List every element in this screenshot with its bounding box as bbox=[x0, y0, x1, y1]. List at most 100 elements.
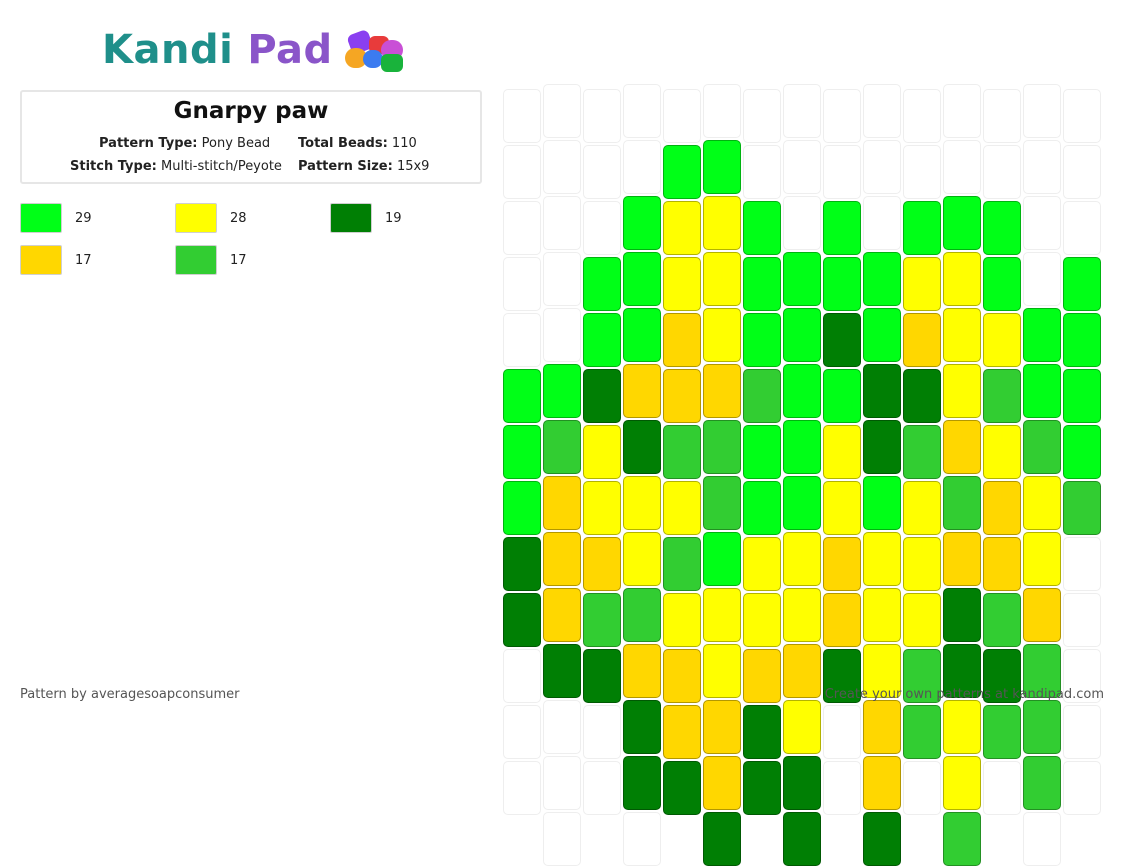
bead bbox=[543, 420, 581, 474]
bead bbox=[503, 481, 541, 535]
bead bbox=[943, 532, 981, 586]
bead bbox=[943, 364, 981, 418]
stitch-type: Stitch Type: Multi-stitch/Peyote bbox=[70, 159, 282, 174]
pattern-type-value: Pony Bead bbox=[201, 136, 271, 151]
bead bbox=[823, 649, 861, 703]
bead bbox=[583, 649, 621, 703]
empty-bead-slot bbox=[743, 89, 781, 143]
bead-count: 29 bbox=[75, 210, 92, 226]
bead bbox=[783, 532, 821, 586]
color-swatch bbox=[175, 203, 217, 233]
bead bbox=[543, 532, 581, 586]
empty-bead-slot bbox=[503, 649, 541, 703]
bead bbox=[903, 649, 941, 703]
bead bbox=[943, 420, 981, 474]
bead bbox=[623, 588, 661, 642]
bead bbox=[863, 588, 901, 642]
empty-bead-slot bbox=[983, 145, 1021, 199]
empty-bead-slot bbox=[1023, 252, 1061, 306]
bead bbox=[943, 700, 981, 754]
bead bbox=[903, 425, 941, 479]
bead bbox=[1063, 481, 1101, 535]
empty-bead-slot bbox=[543, 812, 581, 866]
bead bbox=[903, 481, 941, 535]
bead bbox=[703, 588, 741, 642]
empty-bead-slot bbox=[903, 145, 941, 199]
bead bbox=[823, 369, 861, 423]
bead bbox=[663, 761, 701, 815]
bead bbox=[663, 705, 701, 759]
bead-count: 28 bbox=[230, 210, 247, 226]
bead bbox=[623, 476, 661, 530]
bead bbox=[823, 481, 861, 535]
bead bbox=[983, 481, 1021, 535]
bead bbox=[703, 252, 741, 306]
bead bbox=[663, 369, 701, 423]
bead bbox=[983, 201, 1021, 255]
bead bbox=[583, 425, 621, 479]
bead bbox=[623, 700, 661, 754]
bead bbox=[1023, 364, 1061, 418]
bead bbox=[943, 476, 981, 530]
bead bbox=[743, 257, 781, 311]
empty-bead-slot bbox=[583, 145, 621, 199]
bead bbox=[743, 369, 781, 423]
bead bbox=[863, 532, 901, 586]
empty-bead-slot bbox=[823, 761, 861, 815]
bead bbox=[1023, 644, 1061, 698]
bead bbox=[663, 537, 701, 591]
bead bbox=[983, 537, 1021, 591]
empty-bead-slot bbox=[543, 308, 581, 362]
empty-bead-slot bbox=[543, 84, 581, 138]
bead bbox=[583, 369, 621, 423]
empty-bead-slot bbox=[943, 140, 981, 194]
stitch-type-label: Stitch Type: bbox=[70, 159, 157, 174]
bead bbox=[663, 201, 701, 255]
bead bbox=[943, 252, 981, 306]
bead bbox=[703, 196, 741, 250]
bead bbox=[623, 420, 661, 474]
bead bbox=[1023, 532, 1061, 586]
bead bbox=[703, 364, 741, 418]
bead bbox=[703, 420, 741, 474]
bead bbox=[1023, 420, 1061, 474]
empty-bead-slot bbox=[583, 201, 621, 255]
kandipad-logo[interactable]: Kandi Pad bbox=[102, 26, 417, 74]
bead bbox=[743, 537, 781, 591]
bead bbox=[903, 537, 941, 591]
empty-bead-slot bbox=[743, 145, 781, 199]
pattern-credit: Pattern by averagesoapconsumer bbox=[20, 687, 240, 702]
pattern-type-label: Pattern Type: bbox=[99, 136, 198, 151]
bead bbox=[823, 593, 861, 647]
bead bbox=[703, 644, 741, 698]
empty-bead-slot bbox=[1023, 84, 1061, 138]
empty-bead-slot bbox=[503, 257, 541, 311]
bead bbox=[783, 308, 821, 362]
empty-bead-slot bbox=[823, 145, 861, 199]
empty-bead-slot bbox=[663, 89, 701, 143]
empty-bead-slot bbox=[583, 761, 621, 815]
bead bbox=[943, 756, 981, 810]
bead bbox=[663, 593, 701, 647]
create-patterns-link[interactable]: Create your own patterns at kandipad.com bbox=[824, 687, 1104, 702]
bead bbox=[783, 588, 821, 642]
stitch-type-value: Multi-stitch/Peyote bbox=[161, 159, 282, 174]
empty-bead-slot bbox=[863, 140, 901, 194]
bead bbox=[903, 313, 941, 367]
bead bbox=[1063, 257, 1101, 311]
empty-bead-slot bbox=[543, 196, 581, 250]
bead bbox=[503, 425, 541, 479]
bead bbox=[623, 196, 661, 250]
empty-bead-slot bbox=[983, 89, 1021, 143]
bead bbox=[543, 588, 581, 642]
bead-count: 17 bbox=[230, 252, 247, 268]
empty-bead-slot bbox=[1023, 196, 1061, 250]
bead bbox=[863, 812, 901, 866]
empty-bead-slot bbox=[503, 201, 541, 255]
empty-bead-slot bbox=[543, 700, 581, 754]
empty-bead-slot bbox=[503, 89, 541, 143]
bead bbox=[783, 812, 821, 866]
bead bbox=[583, 537, 621, 591]
beads-logo-icon bbox=[341, 26, 417, 74]
empty-bead-slot bbox=[503, 145, 541, 199]
